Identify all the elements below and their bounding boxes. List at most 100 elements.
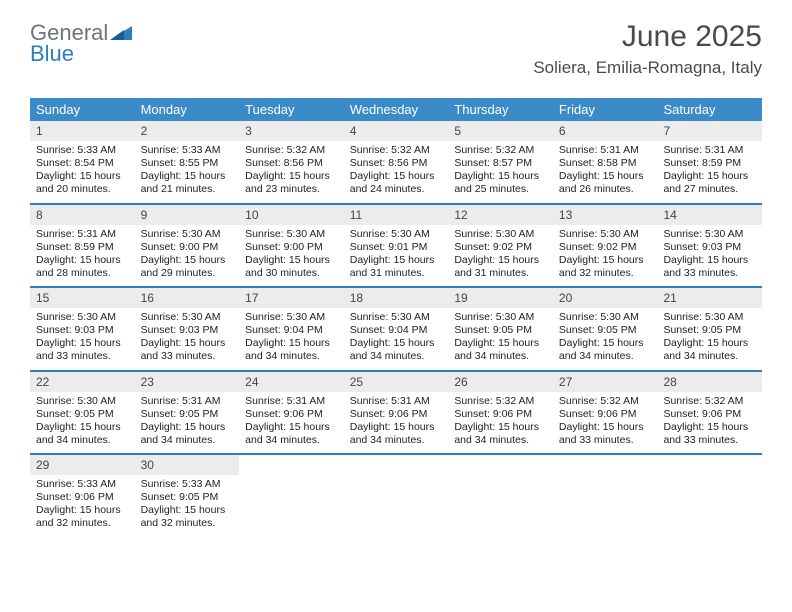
sunset-text: Sunset: 8:54 PM xyxy=(30,157,135,170)
day-number: 16 xyxy=(135,288,240,308)
sunrise-text: Sunrise: 5:31 AM xyxy=(30,228,135,241)
daylight-text: Daylight: 15 hours xyxy=(344,254,449,267)
sunrise-text: Sunrise: 5:32 AM xyxy=(344,144,449,157)
sunset-text: Sunset: 9:06 PM xyxy=(344,408,449,421)
daylight-text: Daylight: 15 hours xyxy=(657,337,762,350)
sunrise-text: Sunrise: 5:33 AM xyxy=(30,144,135,157)
calendar-cell: 2Sunrise: 5:33 AMSunset: 8:55 PMDaylight… xyxy=(135,121,240,203)
day-number: 8 xyxy=(30,205,135,225)
daylight-text: Daylight: 15 hours xyxy=(135,170,240,183)
sunset-text: Sunset: 9:06 PM xyxy=(657,408,762,421)
logo-text: General Blue xyxy=(30,22,132,65)
calendar-cell: 21Sunrise: 5:30 AMSunset: 9:05 PMDayligh… xyxy=(657,288,762,370)
sunset-text: Sunset: 9:05 PM xyxy=(448,324,553,337)
sunset-text: Sunset: 9:06 PM xyxy=(448,408,553,421)
calendar-cell: 4Sunrise: 5:32 AMSunset: 8:56 PMDaylight… xyxy=(344,121,449,203)
sunset-text: Sunset: 9:01 PM xyxy=(344,241,449,254)
calendar-cell: 16 Sunrise: 5:30 AMSunset: 9:03 PMDayligh… xyxy=(135,288,240,370)
daylight-text: and 24 minutes. xyxy=(344,183,449,196)
daylight-text: Daylight: 15 hours xyxy=(448,170,553,183)
logo-triangle-icon xyxy=(110,22,132,40)
sunrise-text: Sunrise: 5:30 AM xyxy=(553,311,658,324)
sunrise-text: Sunrise: 5:30 AM xyxy=(135,311,240,324)
day-number: 29 xyxy=(30,455,135,475)
sunrise-text: Sunrise: 5:30 AM xyxy=(30,395,135,408)
calendar-week: 15Sunrise: 5:30 AMSunset: 9:03 PMDayligh… xyxy=(30,288,762,372)
daylight-text: and 34 minutes. xyxy=(135,434,240,447)
sunset-text: Sunset: 9:06 PM xyxy=(239,408,344,421)
calendar-cell: 18Sunrise: 5:30 AMSunset: 9:04 PMDayligh… xyxy=(344,288,449,370)
daylight-text: Daylight: 15 hours xyxy=(239,337,344,350)
calendar-cell: 23Sunrise: 5:31 AMSunset: 9:05 PMDayligh… xyxy=(135,372,240,454)
daylight-text: and 26 minutes. xyxy=(553,183,658,196)
day-number: 3 xyxy=(239,121,344,141)
daylight-text: and 33 minutes. xyxy=(657,267,762,280)
sunset-text: Sunset: 8:59 PM xyxy=(657,157,762,170)
page-header: June 2025 Soliera, Emilia-Romagna, Italy xyxy=(533,20,762,78)
sunrise-text: Sunrise: 5:30 AM xyxy=(135,228,240,241)
sunset-text: Sunset: 8:58 PM xyxy=(553,157,658,170)
sunset-text: Sunset: 9:05 PM xyxy=(135,408,240,421)
daylight-text: and 33 minutes. xyxy=(135,350,240,363)
calendar-cell: 7Sunrise: 5:31 AMSunset: 8:59 PMDaylight… xyxy=(657,121,762,203)
calendar-cell: 22Sunrise: 5:30 AMSunset: 9:05 PMDayligh… xyxy=(30,372,135,454)
daylight-text: Daylight: 15 hours xyxy=(135,337,240,350)
daylight-text: and 34 minutes. xyxy=(30,434,135,447)
sunset-text: Sunset: 9:05 PM xyxy=(30,408,135,421)
sunset-text: Sunset: 8:55 PM xyxy=(135,157,240,170)
calendar-cell: 14Sunrise: 5:30 AMSunset: 9:03 PMDayligh… xyxy=(657,205,762,287)
calendar-cell: 13Sunrise: 5:30 AMSunset: 9:02 PMDayligh… xyxy=(553,205,658,287)
sunset-text: Sunset: 9:05 PM xyxy=(553,324,658,337)
day-header-row: SundayMondayTuesdayWednesdayThursdayFrid… xyxy=(30,98,762,121)
day-number: 7 xyxy=(657,121,762,141)
sunrise-text: Sunrise: 5:33 AM xyxy=(135,478,240,491)
day-header: Saturday xyxy=(657,98,762,121)
calendar-cell: 26Sunrise: 5:32 AMSunset: 9:06 PMDayligh… xyxy=(448,372,553,454)
sunrise-text: Sunrise: 5:32 AM xyxy=(553,395,658,408)
day-number: 9 xyxy=(135,205,240,225)
daylight-text: Daylight: 15 hours xyxy=(344,337,449,350)
daylight-text: and 29 minutes. xyxy=(135,267,240,280)
calendar-cell: 28Sunrise: 5:32 AMSunset: 9:06 PMDayligh… xyxy=(657,372,762,454)
daylight-text: and 32 minutes. xyxy=(30,517,135,530)
daylight-text: Daylight: 15 hours xyxy=(30,170,135,183)
sunrise-text: Sunrise: 5:31 AM xyxy=(657,144,762,157)
day-header: Thursday xyxy=(448,98,553,121)
day-number: 27 xyxy=(553,372,658,392)
calendar-cell: 12Sunrise: 5:30 AMSunset: 9:02 PMDayligh… xyxy=(448,205,553,287)
daylight-text: Daylight: 15 hours xyxy=(30,337,135,350)
sunrise-text: Sunrise: 5:33 AM xyxy=(30,478,135,491)
calendar-week: 8Sunrise: 5:31 AMSunset: 8:59 PMDaylight… xyxy=(30,205,762,289)
day-number: 21 xyxy=(657,288,762,308)
sunset-text: Sunset: 9:03 PM xyxy=(135,324,240,337)
daylight-text: and 31 minutes. xyxy=(448,267,553,280)
calendar-cell: . xyxy=(239,455,344,537)
daylight-text: and 34 minutes. xyxy=(239,350,344,363)
daylight-text: Daylight: 15 hours xyxy=(657,254,762,267)
day-number: 18 xyxy=(344,288,449,308)
daylight-text: Daylight: 15 hours xyxy=(553,337,658,350)
daylight-text: Daylight: 15 hours xyxy=(553,421,658,434)
day-number: 12 xyxy=(448,205,553,225)
day-number: 17 xyxy=(239,288,344,308)
day-number: 14 xyxy=(657,205,762,225)
daylight-text: Daylight: 15 hours xyxy=(553,254,658,267)
calendar-grid: SundayMondayTuesdayWednesdayThursdayFrid… xyxy=(30,98,762,537)
day-number: 19 xyxy=(448,288,553,308)
page-title: June 2025 xyxy=(533,20,762,54)
sunset-text: Sunset: 8:57 PM xyxy=(448,157,553,170)
day-number: 15 xyxy=(30,288,135,308)
daylight-text: Daylight: 15 hours xyxy=(135,254,240,267)
daylight-text: Daylight: 15 hours xyxy=(239,254,344,267)
sunset-text: Sunset: 9:05 PM xyxy=(135,491,240,504)
daylight-text: and 25 minutes. xyxy=(448,183,553,196)
daylight-text: Daylight: 15 hours xyxy=(344,170,449,183)
calendar-cell: . xyxy=(448,455,553,537)
daylight-text: and 33 minutes. xyxy=(30,350,135,363)
sunrise-text: Sunrise: 5:31 AM xyxy=(553,144,658,157)
day-number: 1 xyxy=(30,121,135,141)
calendar-cell: 29Sunrise: 5:33 AMSunset: 9:06 PMDayligh… xyxy=(30,455,135,537)
daylight-text: and 34 minutes. xyxy=(344,350,449,363)
day-number: 2 xyxy=(135,121,240,141)
sunrise-text: Sunrise: 5:32 AM xyxy=(448,144,553,157)
